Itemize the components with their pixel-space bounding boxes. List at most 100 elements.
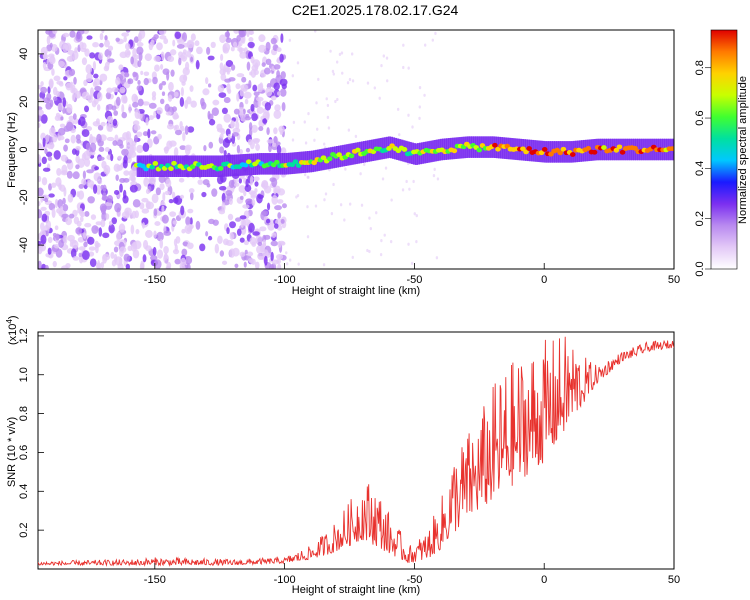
spectrogram-speckle (222, 66, 226, 76)
spectrogram-speckle (96, 104, 101, 111)
spectrogram-speckle (66, 159, 72, 164)
spectrogram-speckle (217, 235, 223, 244)
spectrogram-speckle (398, 133, 401, 137)
spectrogram-x-axis-title: Height of straight line (km) (292, 285, 420, 297)
spectrogram-speckle (243, 240, 249, 246)
spectrogram-speckle (415, 214, 418, 218)
spectrogram-speckle (248, 190, 256, 195)
spectrogram-ridge-band (454, 137, 458, 159)
spectrogram-speckle (143, 71, 150, 77)
spectrogram-speckle (182, 131, 186, 142)
spectrogram-speckle (329, 49, 332, 53)
spectrogram-speckle (324, 192, 328, 196)
spectrogram-speckle (244, 249, 248, 255)
spectrogram-speckle (242, 108, 246, 115)
spectrogram-speckle (133, 124, 141, 131)
spectrogram-ridge-core (557, 150, 564, 156)
spectrogram-speckle (75, 164, 80, 170)
spectrogram-speckle (131, 210, 137, 219)
spectrogram-speckle (158, 30, 167, 36)
spectrogram-ridge-core (585, 146, 592, 151)
spectrogram-speckle (142, 254, 147, 263)
spectrogram-speckle (208, 113, 214, 121)
spectrogram-speckle (202, 88, 210, 96)
spectrogram-speckle (47, 86, 51, 94)
spectrogram-speckle (177, 39, 185, 45)
spectrogram-speckle (385, 56, 389, 60)
spectrogram-speckle (245, 147, 251, 153)
spectrogram-speckle (265, 58, 272, 66)
spectrogram-speckle (107, 123, 113, 133)
spectrogram-speckle (228, 197, 233, 205)
spectrogram-speckle (206, 46, 211, 55)
spectrogram-speckle (51, 68, 55, 76)
spectrogram-speckle (181, 228, 186, 234)
spectrogram-speckle (435, 256, 439, 260)
spectrogram-speckle (58, 239, 64, 248)
spectrogram-speckle (280, 71, 286, 80)
spectrogram-speckle (292, 120, 296, 124)
spectrogram-speckle (53, 75, 61, 82)
spectrogram-speckle (129, 184, 138, 193)
spectrogram-speckle (176, 43, 185, 49)
spectrogram-speckle (83, 241, 88, 248)
spectrogram-speckle (104, 61, 110, 70)
spectrogram-speckle (148, 102, 157, 109)
spectrogram-speckle (248, 30, 255, 35)
spectrogram-speckle (122, 132, 130, 141)
spectrogram-speckle (44, 148, 48, 155)
spectrogram-speckle (41, 213, 48, 222)
spectrogram-speckle (160, 98, 165, 105)
spectrogram-y-tick-label: 40 (18, 48, 30, 60)
spectrogram-speckle (54, 198, 59, 209)
spectrogram-speckle (132, 120, 140, 126)
spectrogram-speckle (339, 203, 343, 207)
spectrogram-speckle (180, 86, 184, 97)
spectrogram-speckle (436, 177, 440, 181)
spectrogram-speckle (62, 197, 66, 205)
spectrogram-speckle (127, 78, 131, 84)
spectrogram-speckle (222, 47, 230, 54)
spectrogram-speckle (55, 177, 62, 187)
spectrogram-speckle (166, 261, 172, 269)
spectrogram-ridge-core (591, 149, 598, 155)
spectrogram-speckle (402, 65, 405, 70)
spectrogram-speckle (136, 131, 143, 138)
spectrogram-speckle (45, 102, 52, 110)
spectrogram-speckle (223, 97, 231, 104)
spectrogram-speckle (410, 261, 414, 265)
spectrogram-speckle (277, 240, 282, 249)
spectrogram-speckle (65, 82, 73, 91)
spectrogram-speckle (314, 204, 318, 208)
snr-y-tick-label: 0.2 (18, 522, 30, 537)
spectrogram-speckle (54, 115, 61, 121)
spectrogram-speckle (87, 236, 95, 245)
spectrogram-speckle (262, 249, 269, 258)
spectrogram-speckle (153, 259, 162, 269)
spectrogram-speckle (261, 181, 269, 190)
spectrogram-speckle (132, 249, 140, 259)
spectrogram-ridge-core (168, 166, 174, 172)
spectrogram-speckle (228, 179, 235, 189)
spectrogram-speckle (130, 56, 134, 65)
spectrogram-speckle (62, 204, 69, 212)
spectrogram-speckle (174, 124, 180, 130)
spectrogram-speckle (250, 194, 257, 199)
spectrogram-ridge-core (164, 163, 171, 168)
spectrogram-speckle (93, 77, 101, 86)
spectrogram-speckle (315, 101, 318, 105)
spectrogram-speckle (108, 220, 113, 226)
spectrogram-speckle (184, 125, 189, 135)
spectrogram-speckle (163, 146, 170, 152)
spectrogram-speckle (154, 64, 160, 72)
spectrogram-speckle (124, 49, 131, 58)
spectrogram-speckle (432, 174, 436, 178)
spectrogram-speckle (38, 106, 43, 111)
spectrogram-speckle (148, 175, 157, 185)
spectrogram-speckle (386, 79, 389, 83)
spectrogram-speckle (280, 218, 285, 224)
spectrogram-ridge-core (548, 151, 554, 157)
spectrogram-speckle (38, 201, 41, 207)
spectrogram-speckle (133, 36, 139, 43)
spectrogram-speckle (246, 251, 254, 257)
